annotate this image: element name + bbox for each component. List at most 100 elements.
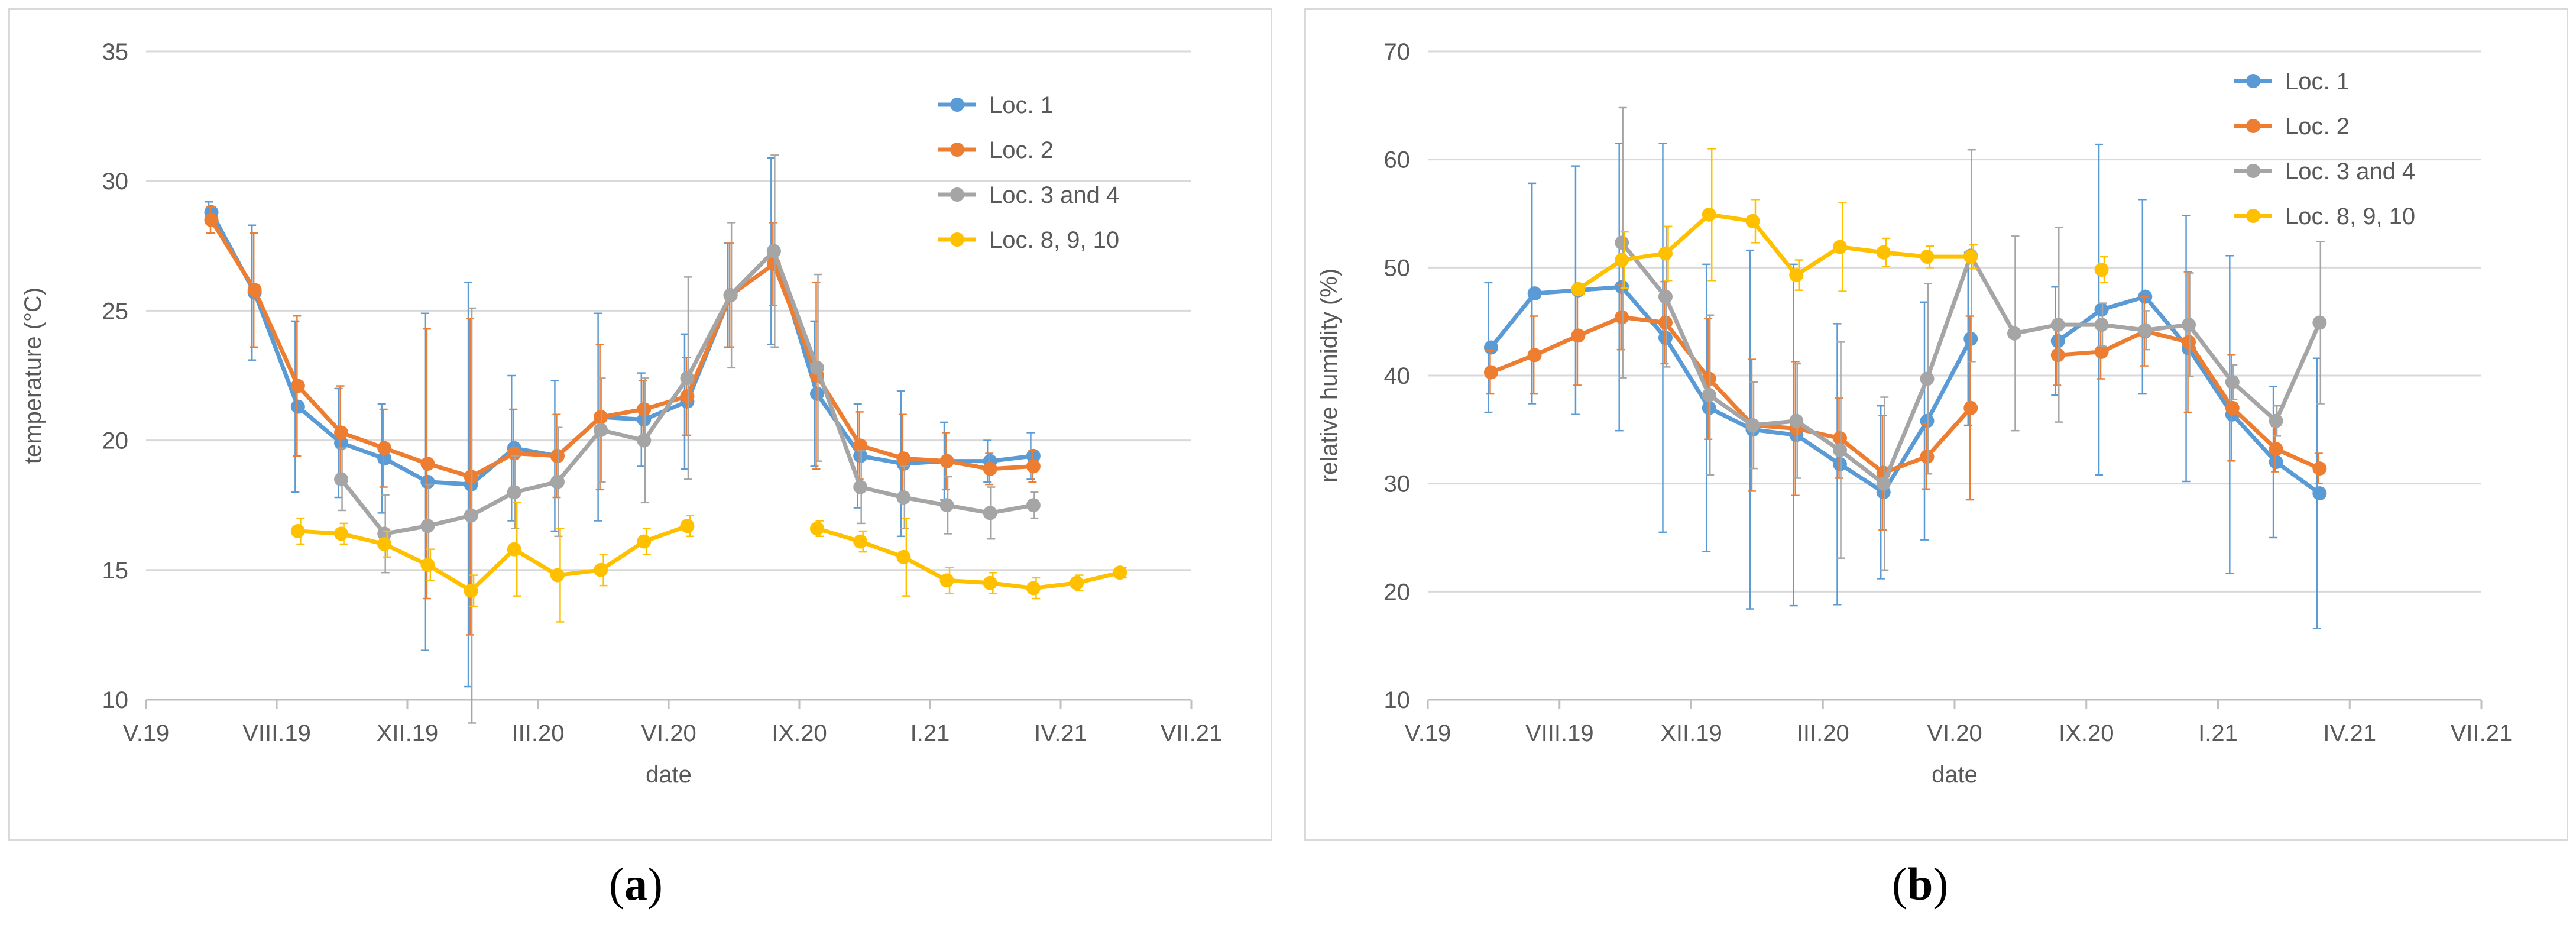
data-point	[1571, 282, 1586, 296]
data-point	[680, 519, 695, 533]
legend-label: Loc. 3 and 4	[2285, 159, 2415, 185]
data-point	[1070, 575, 1084, 590]
data-point	[983, 506, 997, 520]
x-tick-label: VII.21	[1161, 720, 1223, 746]
data-point	[464, 583, 478, 598]
x-tick-label: I.21	[2198, 720, 2238, 746]
series-line	[1620, 241, 2322, 486]
data-point	[2050, 318, 2065, 332]
data-point	[594, 410, 608, 425]
data-point	[637, 433, 652, 448]
data-point	[290, 399, 305, 414]
data-point	[1789, 413, 1804, 428]
x-tick-label: VII.21	[2451, 720, 2513, 746]
data-point	[637, 402, 652, 416]
y-tick-label: 70	[1384, 39, 1411, 65]
y-axis-title: relative humidity (%)	[1316, 269, 1342, 483]
y-tick-label: 35	[102, 39, 129, 65]
legend-label: Loc. 1	[2285, 69, 2350, 95]
data-point	[1832, 443, 1847, 458]
x-tick-label: VI.20	[1927, 720, 1982, 746]
y-tick-label: 40	[1384, 363, 1411, 389]
data-point	[464, 508, 478, 523]
legend-swatch-marker	[2246, 74, 2260, 88]
data-point	[2312, 461, 2327, 476]
caption-b-letter: b	[1907, 858, 1933, 910]
data-point	[420, 519, 435, 533]
data-point	[2269, 442, 2283, 457]
data-point	[637, 412, 652, 427]
legend-label: Loc. 2	[989, 137, 1054, 163]
data-point	[1702, 387, 1716, 402]
x-tick-label: VIII.19	[1525, 720, 1594, 746]
legend-label: Loc. 3 and 4	[989, 182, 1119, 208]
data-point	[1832, 457, 1847, 471]
data-point	[1920, 371, 1935, 386]
legend-label: Loc. 8, 9, 10	[2285, 203, 2415, 229]
data-point	[2050, 334, 2065, 348]
data-point	[2094, 318, 2109, 332]
x-tick-label: III.20	[512, 720, 565, 746]
data-point	[1026, 459, 1041, 474]
data-point	[334, 472, 349, 487]
data-point	[550, 568, 565, 583]
data-point	[290, 379, 305, 393]
data-point	[983, 575, 997, 590]
temperature-chart-panel: 10 15 20 25 30 35 V.19 VIII.19 XII.19 III.20 VI.20…	[8, 8, 1272, 841]
data-point	[983, 461, 997, 476]
legend-label: Loc. 8, 9, 10	[989, 227, 1119, 253]
series-line	[209, 211, 1034, 487]
data-point	[1615, 310, 1629, 325]
data-point	[1702, 400, 1716, 415]
data-point	[420, 457, 435, 471]
legend-label: Loc. 1	[989, 92, 1054, 118]
humidity-chart: 10 20 30 40 50 60 70 V.19 VIII.19 XII.19 III.20 VI.…	[1316, 39, 2513, 788]
data-point	[594, 423, 608, 438]
x-tick-label: III.20	[1797, 720, 1849, 746]
series-loc-8-9-10	[290, 502, 1127, 623]
legend-swatch-marker	[2246, 209, 2260, 223]
data-point	[680, 389, 695, 404]
data-point	[377, 536, 392, 551]
legend-swatch-marker	[950, 232, 964, 247]
data-point	[1483, 365, 1498, 380]
data-point	[1745, 418, 1760, 433]
y-tick-label: 25	[102, 298, 129, 324]
data-point	[853, 480, 868, 494]
y-tick-label: 60	[1384, 147, 1411, 173]
series-line	[209, 219, 1034, 479]
legend-label: Loc. 2	[2285, 114, 2350, 140]
temperature-chart: 10 15 20 25 30 35 V.19 VIII.19 XII.19 III.20 VI.20…	[20, 39, 1223, 788]
x-tick-label: V.19	[123, 720, 170, 746]
data-point	[2050, 348, 2065, 363]
y-tick-label: 30	[102, 169, 129, 195]
data-point	[723, 288, 738, 303]
data-point	[377, 451, 392, 466]
data-point	[2269, 455, 2283, 470]
x-tick-label: I.21	[910, 720, 950, 746]
legend-swatch-marker	[2246, 119, 2260, 133]
data-point	[1702, 207, 1716, 222]
y-tick-label: 30	[1384, 471, 1411, 497]
data-point	[507, 485, 521, 500]
y-tick-label: 15	[102, 558, 129, 584]
data-point	[1963, 331, 1978, 346]
y-tick-label: 20	[1384, 579, 1411, 605]
data-point	[2094, 302, 2109, 317]
humidity-chart-panel: 10 20 30 40 50 60 70 V.19 VIII.19 XII.19 III.20 VI.…	[1304, 8, 2568, 841]
y-tick-label: 20	[102, 428, 129, 454]
caption-a: (a)	[609, 858, 663, 910]
x-axis-title: date	[1932, 762, 1978, 788]
data-point	[1113, 565, 1127, 580]
x-tick-label: VI.20	[641, 720, 696, 746]
data-point	[334, 526, 349, 541]
y-axis-title: temperature (°C)	[20, 287, 46, 464]
data-point	[550, 474, 565, 489]
data-point	[810, 360, 825, 375]
data-point	[853, 438, 868, 453]
data-point	[2269, 413, 2283, 428]
data-point	[594, 562, 608, 577]
data-point	[1571, 328, 1586, 343]
data-point	[1026, 581, 1041, 596]
data-point	[939, 573, 954, 588]
